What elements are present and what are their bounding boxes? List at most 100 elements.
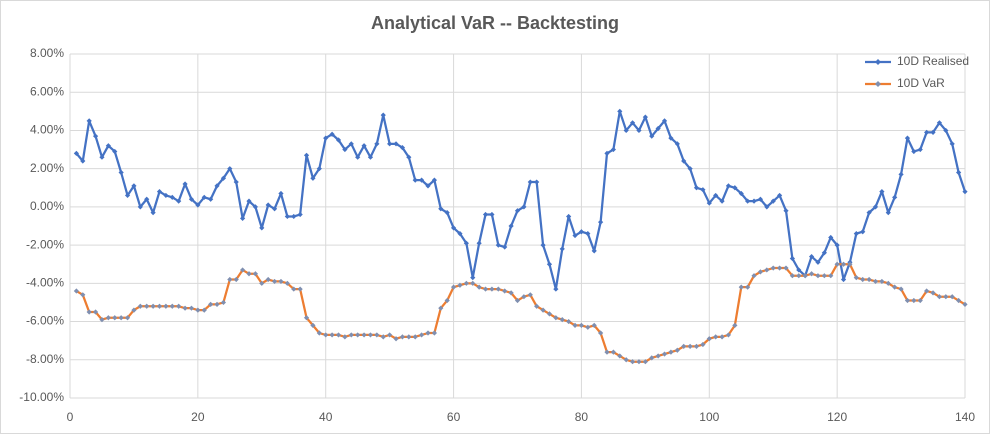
data-point — [137, 303, 143, 309]
data-point — [92, 309, 99, 315]
data-point — [706, 200, 712, 206]
data-point — [316, 166, 322, 172]
data-point — [566, 213, 572, 220]
data-point — [783, 265, 789, 271]
data-point — [687, 166, 693, 172]
data-point — [163, 303, 169, 309]
data-point — [949, 294, 955, 300]
data-point — [693, 343, 700, 349]
y-tick-label: 8.00% — [30, 46, 64, 60]
data-point — [188, 196, 195, 202]
data-point — [808, 253, 815, 260]
data-point — [348, 141, 354, 147]
data-point — [924, 288, 930, 294]
data-point — [393, 336, 399, 342]
data-point — [80, 158, 86, 164]
data-point — [956, 297, 962, 304]
data-point — [227, 276, 233, 283]
data-point — [118, 315, 124, 321]
data-point — [112, 148, 118, 155]
data-point — [732, 185, 738, 191]
x-tick-label: 0 — [67, 410, 74, 424]
y-tick-label: 0.00% — [30, 199, 64, 213]
data-point — [534, 303, 540, 309]
data-point — [879, 189, 885, 195]
data-point — [559, 246, 565, 252]
data-point — [661, 118, 668, 124]
data-point — [195, 307, 201, 313]
data-point — [834, 242, 840, 248]
data-point — [470, 275, 476, 281]
data-point — [342, 334, 348, 340]
data-point — [220, 175, 227, 181]
data-point — [156, 303, 163, 309]
data-point — [860, 229, 866, 235]
data-point — [815, 259, 821, 265]
data-point — [419, 177, 425, 183]
data-point — [489, 211, 495, 218]
data-point — [936, 294, 943, 300]
data-point — [233, 179, 239, 185]
data-point — [470, 280, 476, 286]
data-point — [92, 133, 99, 139]
data-point — [693, 185, 700, 191]
data-point — [284, 280, 290, 286]
data-point — [176, 303, 182, 309]
data-point — [713, 334, 719, 340]
data-point — [527, 179, 533, 185]
data-point — [892, 194, 898, 200]
data-point — [764, 267, 770, 273]
data-point — [872, 204, 879, 210]
data-point — [840, 276, 847, 283]
data-point — [930, 129, 936, 135]
data-point — [840, 261, 847, 267]
data-point — [636, 359, 642, 365]
data-point — [438, 206, 444, 212]
data-point — [482, 286, 489, 292]
data-point — [393, 141, 399, 147]
data-point — [559, 317, 565, 323]
data-point — [898, 286, 904, 292]
data-point — [406, 334, 412, 340]
data-point — [380, 334, 386, 340]
data-point — [150, 303, 156, 309]
data-point — [348, 332, 354, 338]
data-point — [585, 231, 591, 237]
data-point — [598, 330, 604, 336]
data-point — [757, 196, 764, 202]
data-point — [943, 294, 949, 300]
data-point — [655, 353, 661, 359]
y-tick-label: 4.00% — [30, 123, 64, 137]
data-point — [789, 273, 795, 279]
data-point — [182, 181, 188, 187]
data-point — [917, 146, 923, 153]
data-point — [303, 315, 310, 321]
data-point — [649, 133, 655, 139]
data-point — [681, 343, 687, 349]
data-point — [208, 301, 214, 307]
y-tick-label: -10.00% — [19, 390, 64, 404]
data-point — [885, 210, 891, 216]
data-point — [259, 280, 265, 286]
data-point — [943, 127, 949, 134]
data-point — [623, 127, 629, 134]
data-point — [629, 120, 636, 126]
data-point — [949, 141, 955, 147]
data-point — [566, 318, 572, 325]
data-point — [649, 355, 655, 361]
data-point — [495, 242, 501, 248]
data-point — [195, 202, 201, 208]
data-point — [936, 120, 943, 126]
data-point — [598, 219, 604, 225]
data-point — [201, 194, 207, 200]
data-point — [220, 299, 227, 306]
data-point — [796, 273, 802, 279]
data-point — [367, 154, 374, 160]
data-point — [438, 305, 444, 311]
chart-title: Analytical VaR -- Backtesting — [371, 13, 619, 33]
data-point — [834, 261, 840, 267]
data-point — [265, 202, 271, 208]
x-tick-label: 60 — [447, 410, 461, 424]
data-point — [73, 150, 79, 156]
